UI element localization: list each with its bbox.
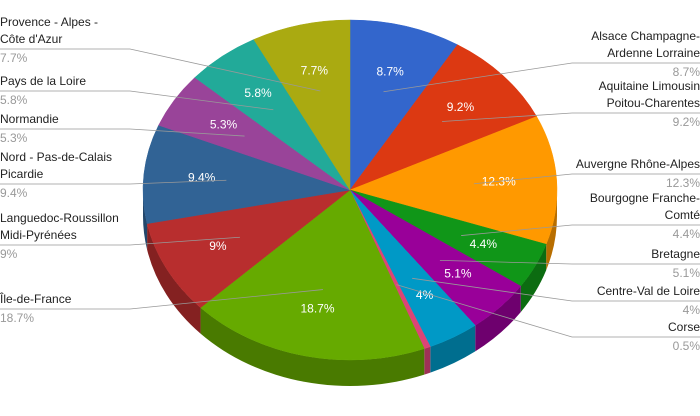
value-label: 9.2% bbox=[672, 115, 700, 129]
slice bbox=[142, 124, 351, 224]
pie-tops bbox=[142, 19, 558, 361]
category-name: Corse bbox=[667, 320, 700, 334]
slice-label: 5.1% bbox=[444, 267, 472, 281]
legend-label: Centre-Val de Loire 4% bbox=[570, 283, 700, 319]
value-label: 0.5% bbox=[672, 339, 700, 353]
slice-side bbox=[546, 190, 557, 271]
leader-line bbox=[0, 179, 227, 185]
slice-label: 18.7% bbox=[301, 302, 335, 316]
value-label: 12.3% bbox=[665, 176, 700, 190]
slice-labels: 8.7%9.2%12.3%4.4%5.1%4%18.7%9%9.4%5.3%5.… bbox=[188, 63, 516, 315]
legend-label: Provence - Alpes - Côte d'Azur 7.7% bbox=[0, 14, 110, 67]
leader-line bbox=[0, 236, 240, 246]
leader-line bbox=[473, 173, 700, 185]
slice-label: 8.7% bbox=[377, 64, 405, 78]
legend-label: Auvergne Rhône-Alpes 12.3% bbox=[570, 156, 700, 192]
slice-side bbox=[430, 325, 476, 373]
value-label: 4.4% bbox=[672, 227, 700, 241]
slice bbox=[200, 189, 425, 361]
category-name: Bretagne bbox=[651, 247, 700, 261]
slice bbox=[349, 116, 558, 245]
value-label: 8.7% bbox=[672, 65, 700, 79]
slice-side bbox=[147, 223, 201, 334]
slice-side bbox=[143, 190, 148, 250]
category-name: Nord - Pas-de-Calais Picardie bbox=[0, 150, 113, 181]
leader-line bbox=[0, 90, 274, 111]
legend-label: Bourgogne Franche-Comté 4.4% bbox=[570, 190, 700, 243]
legend-label: Aquitaine Limousin Poitou-Charentes 9.2% bbox=[570, 78, 700, 131]
legend-label: Normandie 5.3% bbox=[0, 111, 125, 147]
slice-label: 9.4% bbox=[188, 170, 216, 184]
value-label: 5.3% bbox=[0, 131, 28, 145]
legend-label: Nord - Pas-de-Calais Picardie 9.4% bbox=[0, 149, 125, 202]
category-name: Aquitaine Limousin Poitou-Charentes bbox=[598, 79, 700, 110]
legend-label: Languedoc-Roussillon Midi-Pyrénées 9% bbox=[0, 210, 125, 263]
value-label: 5.1% bbox=[672, 266, 700, 280]
slice-label: 5.3% bbox=[210, 117, 238, 131]
slice-label: 5.8% bbox=[244, 86, 272, 100]
slice bbox=[146, 189, 351, 308]
slice bbox=[253, 19, 351, 191]
category-name: Pays de la Loire bbox=[0, 74, 87, 88]
slice bbox=[349, 19, 458, 191]
slice-label: 4.4% bbox=[470, 237, 498, 251]
category-name: Bourgogne Franche-Comté bbox=[589, 191, 700, 222]
slice bbox=[349, 44, 538, 191]
legend-label: Alsace Champagne-Ardenne Lorraine 8.7% bbox=[570, 28, 700, 81]
category-name: Alsace Champagne-Ardenne Lorraine bbox=[591, 29, 700, 60]
slice-label: 12.3% bbox=[482, 175, 516, 189]
slice-label: 9.2% bbox=[447, 100, 475, 114]
legend-label: Bretagne 5.1% bbox=[570, 246, 700, 282]
leader-lines bbox=[0, 48, 700, 338]
leader-line bbox=[0, 289, 323, 310]
category-name: Auvergne Rhône-Alpes bbox=[575, 157, 700, 171]
leader-line bbox=[461, 224, 700, 236]
slice-label: 9% bbox=[209, 239, 227, 253]
category-name: Provence - Alpes - Côte d'Azur bbox=[0, 15, 99, 46]
slice-side bbox=[424, 346, 431, 375]
category-name: Île-de-France bbox=[0, 292, 72, 306]
legend-label: Pays de la Loire 5.8% bbox=[0, 73, 125, 109]
value-label: 9.4% bbox=[0, 186, 28, 200]
leader-line bbox=[442, 112, 700, 122]
leader-line bbox=[0, 48, 321, 92]
value-label: 7.7% bbox=[0, 51, 28, 65]
leader-line bbox=[439, 259, 700, 265]
value-label: 9% bbox=[0, 247, 18, 261]
slice-side bbox=[475, 286, 521, 352]
leader-line bbox=[396, 284, 700, 338]
leader-line bbox=[412, 277, 700, 302]
category-name: Centre-Val de Loire bbox=[596, 284, 700, 298]
leader-line bbox=[0, 128, 245, 137]
slice-side bbox=[520, 244, 547, 313]
slice-side bbox=[200, 307, 425, 386]
category-name: Normandie bbox=[0, 112, 59, 126]
leader-line bbox=[383, 62, 700, 93]
value-label: 5.8% bbox=[0, 93, 28, 107]
legend-label: Corse 0.5% bbox=[570, 319, 700, 355]
value-label: 4% bbox=[682, 303, 700, 317]
slice-label: 7.7% bbox=[301, 63, 329, 77]
legend-label: Île-de-France 18.7% bbox=[0, 291, 125, 327]
pie-sides bbox=[143, 190, 557, 386]
value-label: 18.7% bbox=[0, 311, 35, 325]
category-name: Languedoc-Roussillon Midi-Pyrénées bbox=[0, 211, 119, 242]
